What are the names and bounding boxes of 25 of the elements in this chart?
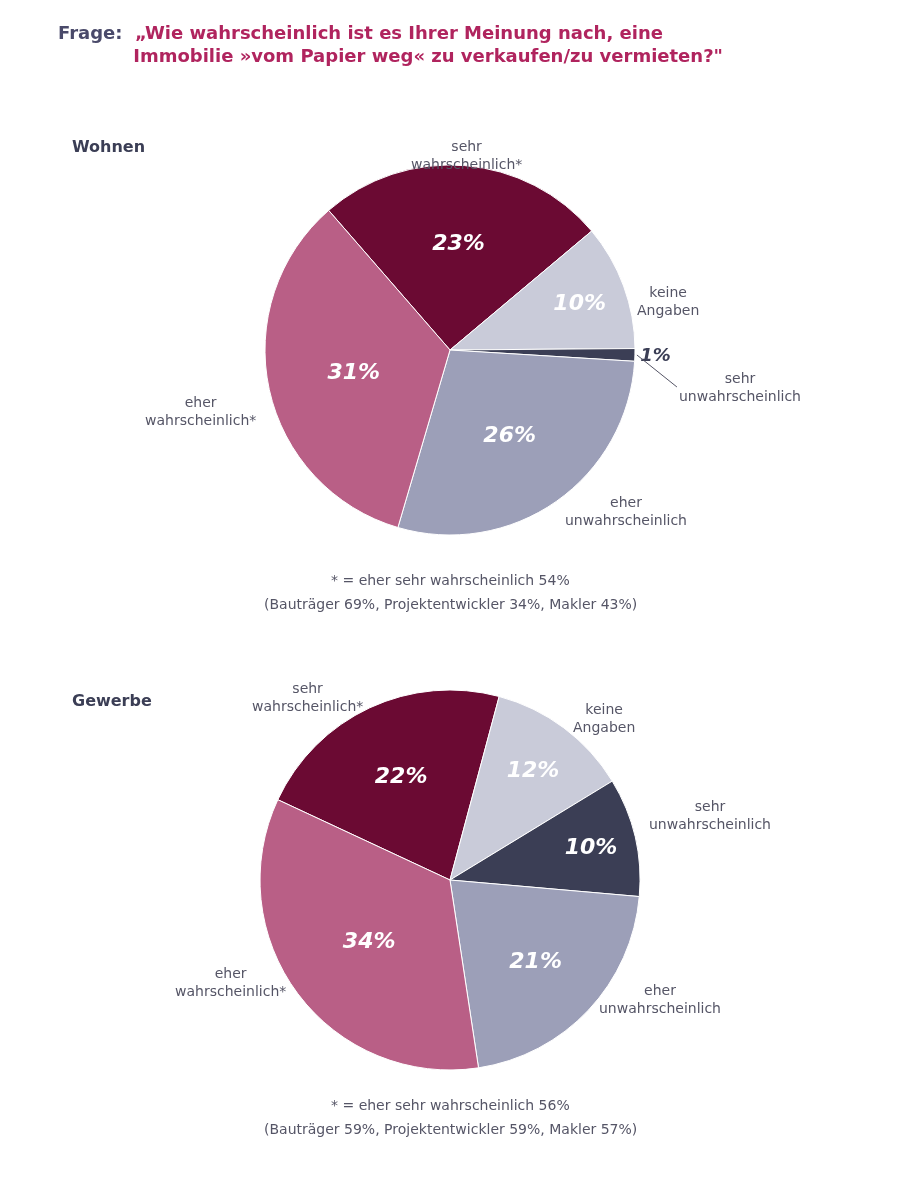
slice-label: sehr wahrscheinlich* (252, 680, 364, 715)
slice-label: sehr unwahrscheinlich (649, 798, 771, 833)
data-label: 34% (342, 928, 396, 954)
chart-title: Frage: „Wie wahrscheinlich ist es Ihrer Meinung nach, eine Immobilie »vom Papier weg« zu verkaufen/zu vermieten?" (58, 22, 723, 67)
chart-subtitle: Wohnen (72, 137, 146, 156)
text: Gewerbe (72, 691, 152, 710)
text: (Bauträger 69%, Projektentwickler 34%, Makler 43%) (264, 596, 638, 612)
slice-label: eher unwahrscheinlich (565, 494, 687, 529)
data-label: 22% (374, 762, 428, 788)
text: (Bauträger 59%, Projektentwickler 59%, Makler 57%) (264, 1121, 638, 1137)
slice-label: eher wahrscheinlich* (145, 394, 257, 429)
data-label: 21% (509, 947, 562, 973)
data-label: 23% (432, 229, 485, 255)
data-label: 31% (327, 358, 381, 384)
text: * = eher sehr wahrscheinlich 54% (331, 572, 570, 588)
slice-label: eher unwahrscheinlich (599, 982, 721, 1017)
slice-label: keine Angaben (637, 284, 700, 319)
slice-label: keine Angaben (573, 701, 636, 736)
slice-label: sehr wahrscheinlich* (411, 138, 523, 173)
data-label: 10% (564, 834, 618, 860)
data-label: 26% (483, 422, 536, 448)
slice-label: sehr unwahrscheinlich (679, 370, 801, 405)
slice-label: eher wahrscheinlich* (175, 965, 287, 1000)
text: * = eher sehr wahrscheinlich 56% (331, 1097, 570, 1113)
data-label: 1% (640, 344, 671, 366)
